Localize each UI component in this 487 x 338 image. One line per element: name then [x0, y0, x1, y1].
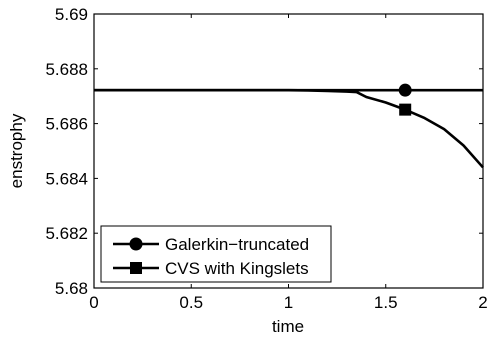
- series-line-1: [94, 88, 484, 169]
- y-tick-label: 5.688: [45, 60, 88, 79]
- series-markers: [398, 83, 412, 116]
- y-tick-label: 5.682: [45, 224, 88, 243]
- x-tick-label: 0: [89, 293, 98, 312]
- x-axis-title: time: [272, 317, 304, 336]
- legend-marker-0: [129, 237, 143, 251]
- x-tick-label: 2: [478, 293, 487, 312]
- legend-label-1: CVS with Kingslets: [165, 259, 309, 278]
- y-tick-label: 5.68: [55, 279, 88, 298]
- series-marker-0: [398, 83, 412, 97]
- x-tick-label: 1.5: [374, 293, 398, 312]
- legend-marker-1: [130, 262, 142, 274]
- series-lines: [94, 88, 484, 169]
- y-tick-label: 5.686: [45, 115, 88, 134]
- legend: Galerkin−truncated CVS with Kingslets: [100, 225, 332, 283]
- series-marker-1: [399, 103, 412, 116]
- tick-marks: [93, 13, 484, 289]
- y-tick-label: 5.69: [55, 5, 88, 24]
- y-tick-label: 5.684: [45, 169, 88, 188]
- tick-labels: 0 0.5 1 1.5 2 5.68 5.682 5.684 5.686 5.688 5.69: [45, 5, 487, 312]
- y-axis-title: enstrophy: [7, 113, 26, 188]
- x-tick-label: 0.5: [179, 293, 203, 312]
- x-tick-label: 1: [284, 293, 293, 312]
- legend-label-0: Galerkin−truncated: [165, 235, 309, 254]
